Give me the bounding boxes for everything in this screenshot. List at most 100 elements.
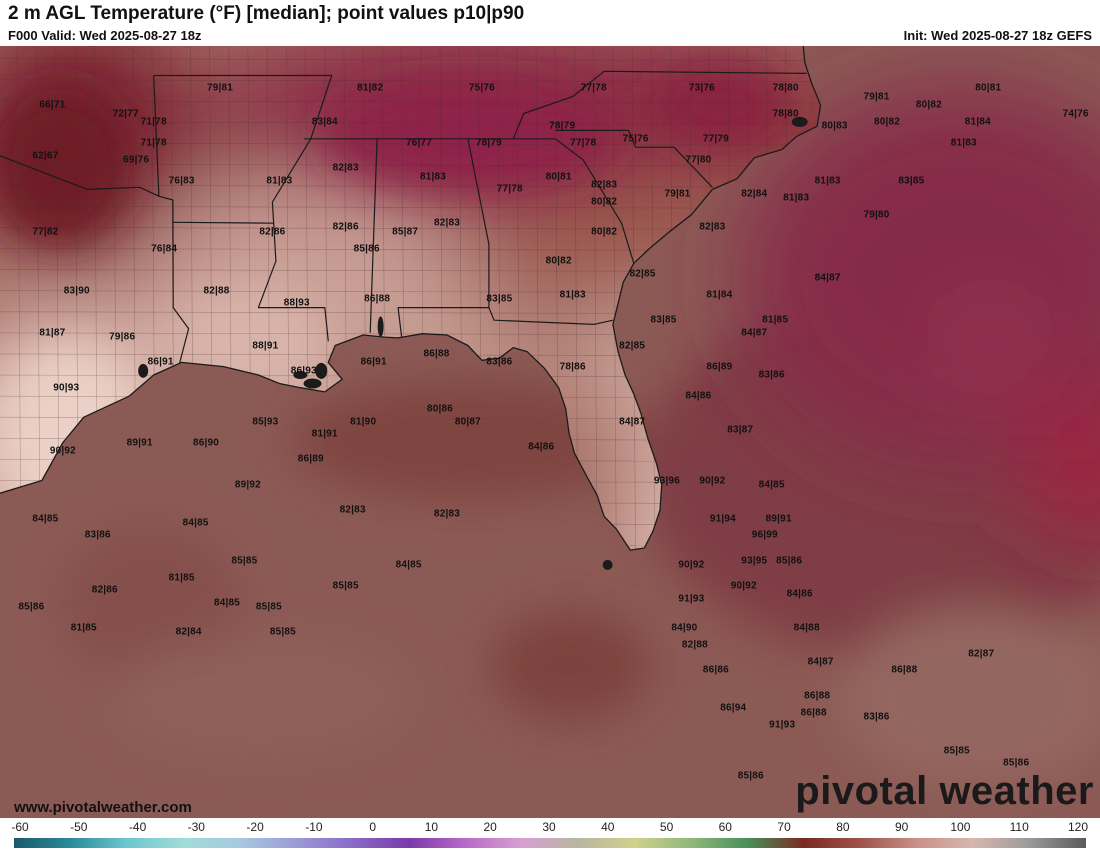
point-value-label: 77|78 [496, 183, 523, 195]
county-line [0, 184, 821, 188]
point-value-label: 82|86 [91, 584, 118, 596]
colorbar-tick-label: 50 [659, 820, 674, 834]
point-value-label: 77|78 [580, 82, 607, 94]
point-value-label: 81|83 [814, 175, 841, 187]
point-value-label: 77|82 [32, 226, 59, 238]
point-value-label: 93|95 [741, 555, 768, 567]
point-value-label: 85|85 [231, 555, 258, 567]
state-border [554, 138, 635, 264]
brand-logo: pivotal weather [795, 769, 1094, 813]
point-value-label: 78|80 [772, 108, 799, 119]
state-border [172, 221, 275, 224]
point-value-label: 80|82 [873, 116, 901, 128]
point-value-label: 85|86 [353, 243, 380, 254]
point-value-label: 78|86 [559, 361, 586, 373]
point-value-label: 85|85 [332, 580, 359, 592]
point-value-label: 81|84 [706, 289, 733, 301]
marsh-patch [377, 316, 384, 337]
county-line [0, 100, 821, 104]
point-value-label: 89|91 [126, 437, 153, 448]
state-border [257, 138, 329, 342]
point-value-label: 83|87 [727, 424, 754, 436]
colorbar-gradient [14, 838, 1086, 848]
point-value-label: 84|90 [671, 622, 698, 634]
point-value-label: 80|82 [591, 196, 618, 208]
point-value-label: 84|85 [758, 479, 785, 491]
point-value-label: 77|78 [570, 137, 597, 149]
county-line [0, 142, 821, 146]
point-value-label: 83|90 [63, 285, 90, 297]
point-value-label: 83|86 [758, 369, 785, 381]
point-value-label: 91|94 [709, 513, 736, 524]
point-value-label: 84|85 [182, 517, 209, 529]
point-value-label: 82|83 [433, 508, 461, 520]
point-value-label: 83|85 [650, 314, 677, 326]
marsh-patch [293, 371, 308, 380]
colorbar-tick-label: 80 [836, 820, 850, 834]
point-value-label: 81|84 [964, 116, 991, 128]
point-value-label: 81|83 [950, 137, 977, 149]
state-border [307, 74, 333, 139]
point-value-label: 90|93 [53, 382, 80, 394]
point-value-label: 82|83 [591, 179, 618, 191]
point-value-label: 88|91 [252, 340, 279, 351]
point-value-label: 84|87 [814, 272, 841, 284]
point-value-label: 86|91 [147, 356, 174, 368]
point-value-label: 82|83 [433, 217, 461, 229]
point-value-label: 86|89 [706, 361, 733, 373]
point-value-label: 83|85 [898, 175, 925, 187]
point-value-label: 90|92 [678, 559, 705, 571]
colorbar-tick-label: 60 [718, 820, 732, 834]
colorbar-tick-label: 40 [601, 820, 615, 834]
point-value-label: 80|82 [591, 226, 618, 238]
atlantic-cool-band [740, 86, 1100, 546]
colorbar-tick-label: -30 [187, 820, 205, 834]
marsh-patch [303, 378, 322, 389]
county-line [0, 163, 821, 167]
colorbar-tick-label: 120 [1067, 820, 1089, 834]
point-value-label: 86|88 [364, 293, 391, 305]
point-value-label: 86|86 [702, 664, 729, 676]
colorbar-tick-label: -50 [70, 820, 88, 834]
point-value-label: 76|84 [151, 243, 178, 254]
county-line [0, 79, 821, 83]
point-value-label: 90|92 [49, 445, 76, 457]
coastline [0, 46, 822, 551]
point-value-label: 79|81 [664, 188, 691, 200]
point-value-label: 82|83 [332, 162, 359, 174]
point-value-label: 83|86 [84, 529, 111, 541]
point-value-label: 81|83 [783, 192, 810, 204]
point-value-label: 62|67 [32, 150, 59, 162]
colorbar-tick-label: 90 [895, 820, 909, 834]
colorbar-tick-label: -10 [305, 820, 323, 834]
point-value-label: 78|80 [772, 82, 799, 94]
county-line [17, 46, 22, 551]
county-line [0, 121, 821, 125]
point-value-label: 80|87 [454, 416, 481, 427]
point-value-label: 69|76 [123, 154, 150, 166]
point-value-label: 72|77 [112, 108, 139, 119]
point-value-label: 86|91 [360, 356, 387, 368]
point-value-label: 79|81 [206, 82, 234, 94]
point-value-label: 81|83 [266, 175, 293, 187]
point-value-label: 85|86 [737, 770, 764, 782]
point-value-label: 86|88 [423, 348, 450, 360]
county-line [593, 46, 598, 551]
point-value-label: 82|84 [741, 188, 768, 200]
colorbar-tick-label: 0 [369, 820, 377, 834]
point-value-label: 86|88 [800, 707, 827, 718]
state-boundaries [0, 70, 807, 363]
marsh-patch [315, 362, 328, 379]
point-value-label: 81|85 [762, 314, 789, 326]
point-value-label: 84|85 [395, 559, 422, 571]
colorbar-ticks: -60 -50 -40 -30 -20 -10 0 10 20 30 40 50 60 70 80 90 100… [0, 820, 1100, 834]
marsh-patch [791, 116, 808, 127]
point-value-label: 81|83 [419, 171, 447, 183]
website-label: www.pivotalweather.com [14, 799, 192, 816]
point-value-label: 84|88 [793, 622, 820, 634]
point-value-label: 82|86 [259, 226, 286, 238]
point-value-label: 80|81 [975, 82, 1002, 94]
point-value-label: 80|83 [821, 120, 848, 132]
point-value-label: 71|78 [140, 116, 167, 128]
weather-map[interactable]: 79|81 81|82 75|76 77|78 73|76 78|80 79|81 80|81… [0, 46, 1100, 818]
